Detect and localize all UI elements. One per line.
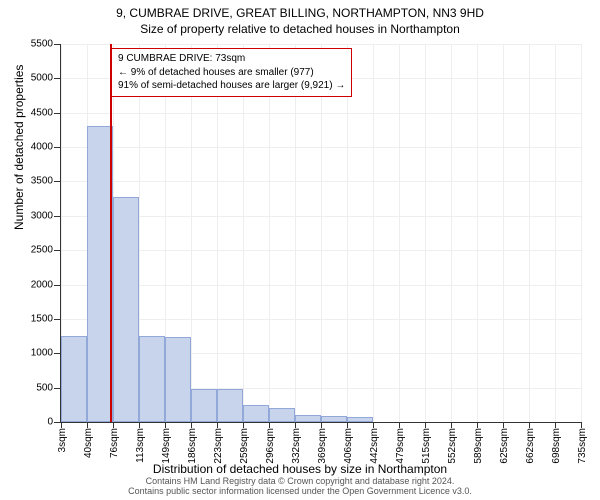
y-tick-label: 5500 (31, 39, 53, 50)
callout-line-1: 9 CUMBRAE DRIVE: 73sqm (118, 52, 345, 66)
callout-line-3: 91% of semi-detached houses are larger (… (118, 79, 345, 93)
x-tick-label: 442sqm (369, 428, 380, 464)
footer-text: Contains HM Land Registry data © Crown c… (0, 476, 600, 496)
y-tick (54, 181, 60, 182)
y-tick (54, 147, 60, 148)
histogram-bar (139, 336, 165, 422)
histogram-bar (347, 417, 373, 422)
y-tick (54, 250, 60, 251)
gridline-v (269, 44, 270, 422)
x-tick-label: 223sqm (213, 428, 224, 464)
y-tick (54, 422, 60, 423)
gridline-v (451, 44, 452, 422)
chart-container: 9, CUMBRAE DRIVE, GREAT BILLING, NORTHAM… (0, 0, 600, 500)
y-tick-label: 2500 (31, 245, 53, 256)
y-tick (54, 113, 60, 114)
y-tick-label: 4000 (31, 142, 53, 153)
x-tick-label: 113sqm (135, 428, 146, 463)
gridline-v (243, 44, 244, 422)
y-tick-label: 3000 (31, 210, 53, 221)
x-tick-label: 40sqm (83, 428, 94, 458)
x-tick-label: 76sqm (109, 428, 120, 458)
x-tick-label: 698sqm (551, 428, 562, 464)
x-axis-title: Distribution of detached houses by size … (0, 462, 600, 476)
gridline-v (347, 44, 348, 422)
histogram-bar (295, 415, 321, 422)
y-tick-label: 5000 (31, 73, 53, 84)
gridline-v (555, 44, 556, 422)
histogram-bar (321, 416, 347, 422)
title-sub: Size of property relative to detached ho… (0, 20, 600, 36)
gridline-v (217, 44, 218, 422)
y-tick (54, 44, 60, 45)
x-tick-label: 515sqm (421, 428, 432, 464)
gridline-v (503, 44, 504, 422)
x-tick-label: 332sqm (291, 428, 302, 464)
gridline-v (191, 44, 192, 422)
y-tick-label: 0 (47, 417, 53, 428)
y-tick-label: 2000 (31, 279, 53, 290)
plot-area: 0500100015002000250030003500400045005000… (60, 44, 581, 423)
y-tick-label: 500 (36, 382, 53, 393)
gridline-v (321, 44, 322, 422)
gridline-v (373, 44, 374, 422)
callout-box: 9 CUMBRAE DRIVE: 73sqm ← 9% of detached … (111, 48, 352, 97)
y-tick (54, 353, 60, 354)
x-tick-label: 3sqm (57, 428, 68, 452)
y-tick-label: 4500 (31, 107, 53, 118)
y-tick (54, 285, 60, 286)
gridline-v (581, 44, 582, 422)
y-tick (54, 216, 60, 217)
gridline-v (529, 44, 530, 422)
histogram-bar (113, 197, 139, 422)
y-tick (54, 388, 60, 389)
x-tick-label: 479sqm (395, 428, 406, 464)
y-tick (54, 319, 60, 320)
marker-line (110, 44, 112, 422)
x-tick-label: 589sqm (473, 428, 484, 464)
callout-line-2: ← 9% of detached houses are smaller (977… (118, 66, 345, 80)
y-axis-title: Number of detached properties (12, 65, 26, 230)
histogram-bar (269, 408, 295, 422)
histogram-bar (217, 389, 243, 422)
histogram-bar (61, 336, 87, 422)
histogram-bar (191, 389, 217, 422)
y-tick (54, 78, 60, 79)
x-tick-label: 186sqm (187, 428, 198, 464)
x-tick-label: 149sqm (161, 428, 172, 464)
gridline-v (399, 44, 400, 422)
gridline-v (425, 44, 426, 422)
title-main: 9, CUMBRAE DRIVE, GREAT BILLING, NORTHAM… (0, 0, 600, 20)
histogram-bar (165, 337, 191, 422)
y-tick-label: 1500 (31, 313, 53, 324)
x-tick-label: 259sqm (239, 428, 250, 464)
gridline-v (477, 44, 478, 422)
gridline-v (295, 44, 296, 422)
x-tick-label: 296sqm (265, 428, 276, 464)
x-tick-label: 406sqm (343, 428, 354, 464)
x-tick-label: 625sqm (499, 428, 510, 464)
x-tick-label: 369sqm (317, 428, 328, 464)
x-tick-label: 662sqm (525, 428, 536, 464)
y-tick-label: 1000 (31, 348, 53, 359)
histogram-bar (87, 126, 113, 422)
x-tick-label: 552sqm (447, 428, 458, 464)
x-tick-label: 735sqm (577, 428, 588, 464)
y-tick-label: 3500 (31, 176, 53, 187)
histogram-bar (243, 405, 269, 422)
